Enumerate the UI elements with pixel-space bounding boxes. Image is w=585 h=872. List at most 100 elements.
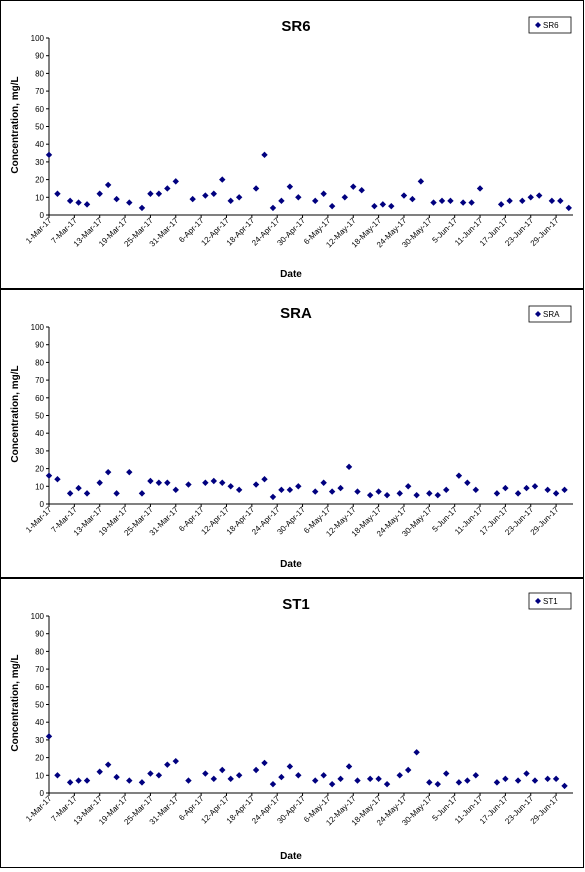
data-point [155,190,163,197]
x-tick-label: 1-Mar-17 [24,505,54,535]
data-point [83,490,91,497]
data-point [320,479,327,486]
x-axis-label: Date [280,851,302,862]
data-point [147,477,154,485]
data-point [278,486,285,494]
data-point [337,775,344,783]
data-point [354,777,361,784]
data-point [312,197,319,205]
data-point [345,463,353,471]
y-tick-label: 40 [35,429,44,438]
data-point [54,772,61,779]
data-point [295,194,302,201]
data-point [328,488,336,495]
data-point [552,775,560,783]
chart-svg-sr6: SR6 Concentration, mg/L Date SR6 0 10 20 30… [10,16,573,280]
data-point [383,780,391,788]
data-point [354,488,361,495]
data-point [219,176,226,183]
data-point [404,483,412,490]
y-tick-label: 20 [35,754,44,763]
data-point [45,733,53,740]
data-point [155,772,163,779]
y-tick-label: 50 [35,123,44,132]
data-point [535,192,543,199]
data-point [286,183,294,190]
data-point [561,782,568,790]
y-tick-label: 80 [35,358,44,367]
data-point [375,488,382,495]
data-point [417,178,425,185]
data-point [185,777,192,784]
data-point [104,468,112,476]
data-point [502,484,509,492]
data-point [434,491,441,499]
y-tick-label: 40 [35,140,44,149]
data-point [544,486,551,494]
data-point [210,190,218,197]
data-point [252,481,260,488]
data-point [548,197,556,205]
data-point [379,201,387,208]
data-point [320,190,327,197]
data-point [366,775,374,783]
data-point [430,199,437,206]
data-point [443,770,450,777]
data-point [227,197,234,205]
chart-panel-st1: ST1 Concentration, mg/L Date ST1 0 10 20 30… [0,578,584,868]
data-point [358,187,365,194]
data-point [96,768,103,775]
y-tick-label: 90 [35,52,44,61]
legend-marker [535,22,541,28]
data-point [519,197,526,205]
data-point [286,486,294,494]
chart-panel-sra: SRA Concentration, mg/L Date SRA 0 10 20 30… [0,289,584,578]
data-point [476,185,484,192]
data-point [565,204,572,212]
data-point [261,476,268,483]
data-point [366,491,374,499]
data-point [104,761,112,768]
data-point [235,486,243,494]
y-axis-label: Concentration, mg/L [10,76,21,173]
y-tick-label: 70 [35,87,44,96]
data-point [75,777,82,784]
data-point [261,759,268,767]
data-point [202,192,209,199]
y-tick-label: 90 [35,630,44,639]
data-point [295,483,302,490]
data-point [269,493,277,501]
data-point [75,484,82,492]
data-point [155,479,163,486]
data-point [523,484,530,492]
data-point [552,490,560,497]
legend-label: SR6 [543,21,559,30]
legend-box [528,592,572,610]
data-point [514,777,522,784]
x-tick-label: 30-Apr-17 [275,216,307,248]
data-point [426,490,433,497]
data-point [269,780,277,788]
data-point [472,486,480,494]
chart-svg-st1: ST1 Concentration, mg/L Date ST1 0 10 20 30… [10,592,573,862]
data-point [404,766,412,774]
data-point [383,491,391,499]
y-axis-label: Concentration, mg/L [10,365,21,462]
y-tick-label: 80 [35,647,44,656]
y-tick-label: 60 [35,683,44,692]
data-point [164,185,171,192]
data-point [54,190,61,197]
data-point [443,486,450,494]
data-point [138,490,146,497]
y-tick-label: 100 [31,34,45,43]
y-tick-label: 20 [35,176,44,185]
data-point [113,195,120,203]
data-point [252,766,260,774]
data-point [227,483,234,490]
y-tick-label: 90 [35,341,44,350]
data-point [561,486,568,494]
data-point [320,772,327,779]
data-point [210,775,218,783]
x-tick-label: 29-Jun-17 [529,505,561,537]
x-tick-label: 30-Apr-17 [275,794,307,826]
